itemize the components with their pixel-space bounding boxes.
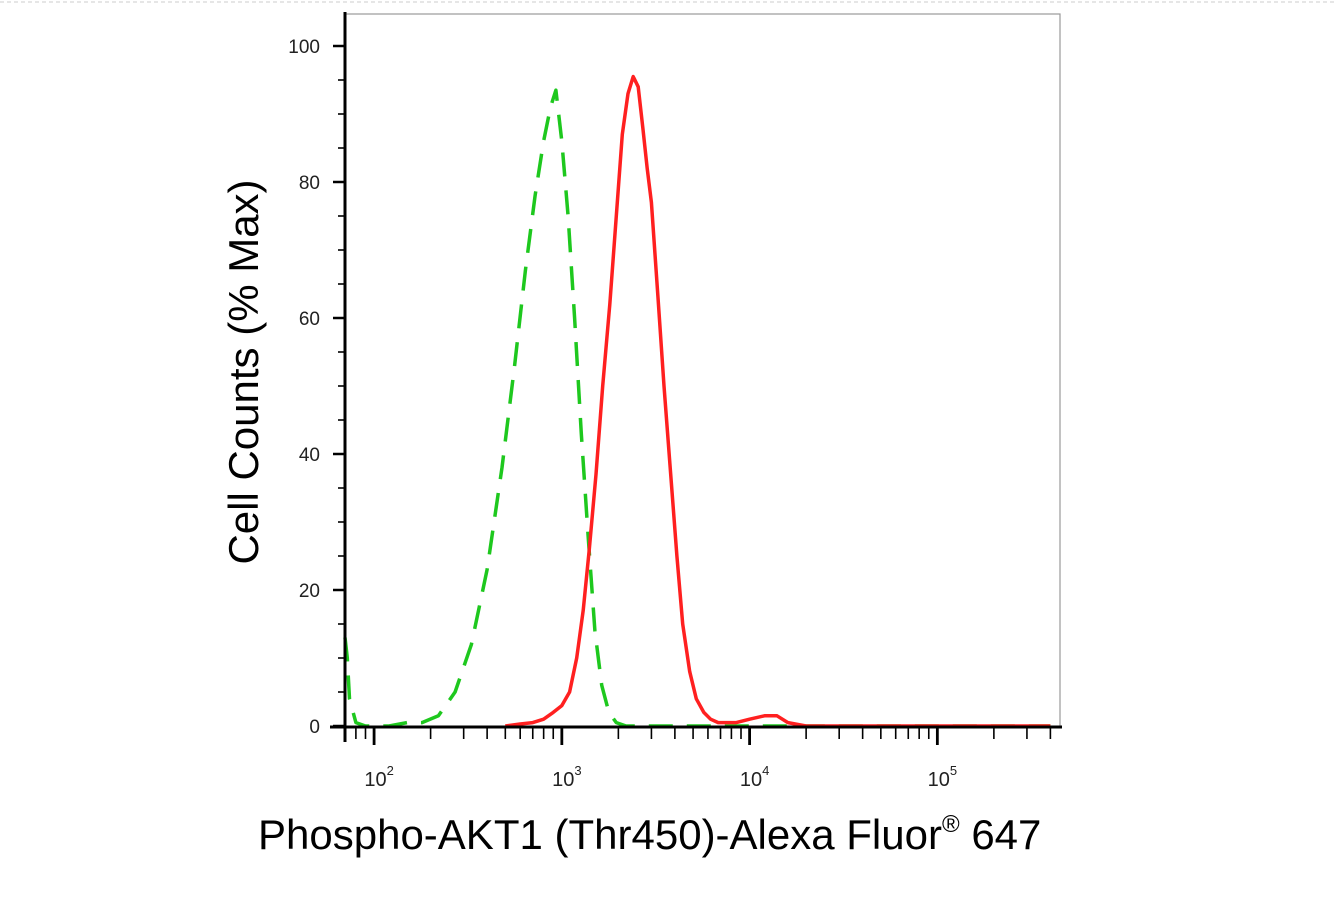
y-tick-label: 20 — [299, 581, 320, 602]
series-layer — [343, 74, 1051, 728]
y-tick-label: 40 — [299, 445, 320, 466]
y-axis-ticks — [333, 44, 345, 728]
x-axis-title-main: Phospho-AKT1 (Thr450)-Alexa Fluor — [258, 811, 942, 858]
x-axis-title: Phospho-AKT1 (Thr450)-Alexa Fluor® 647 — [258, 811, 1041, 858]
x-axis-title-sup: ® — [942, 811, 960, 838]
y-tick-label: 0 — [309, 717, 320, 738]
x-axis-ticks — [344, 727, 1052, 745]
y-tick-label: 100 — [288, 37, 320, 58]
x-tick-label: 102 — [364, 763, 393, 791]
y-tick-label: 60 — [299, 309, 320, 330]
x-tick-label: 104 — [740, 763, 769, 791]
x-axis-title-suffix: 647 — [960, 811, 1042, 858]
plot-frame — [344, 13, 1061, 728]
y-tick-label: 80 — [299, 173, 320, 194]
y-axis-title: Cell Counts (% Max) — [220, 179, 267, 564]
x-tick-label: 105 — [928, 763, 957, 791]
x-tick-labels: 102 103 104 105 — [364, 763, 957, 791]
y-tick-labels: 0 20 40 60 80 100 — [288, 37, 320, 738]
x-tick-label: 103 — [552, 763, 581, 791]
series-line-1 — [343, 88, 1051, 728]
series-line-2 — [505, 74, 1051, 728]
